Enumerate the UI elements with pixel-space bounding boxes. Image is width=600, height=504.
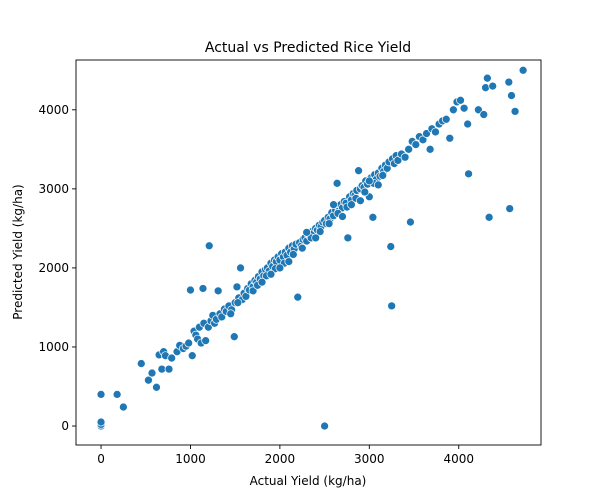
data-point xyxy=(507,91,516,100)
data-point xyxy=(505,204,515,213)
y-tick-label: 4000 xyxy=(38,103,69,117)
data-point xyxy=(257,277,267,287)
x-tick-label: 0 xyxy=(97,452,105,466)
data-point xyxy=(464,169,473,179)
y-tick-label: 1000 xyxy=(38,340,69,354)
data-point xyxy=(144,375,153,385)
data-point xyxy=(373,180,383,190)
data-point xyxy=(329,200,338,210)
data-point xyxy=(431,127,440,137)
data-point xyxy=(147,368,157,378)
data-point xyxy=(459,103,469,113)
data-point xyxy=(167,353,177,363)
data-point xyxy=(112,390,122,399)
data-point xyxy=(360,187,370,197)
y-axis: 0 1000 2000 3000 4000 xyxy=(38,103,76,433)
data-point xyxy=(441,114,451,124)
data-point xyxy=(484,212,494,222)
data-point xyxy=(338,212,347,221)
data-point xyxy=(311,233,320,243)
y-tick-label: 0 xyxy=(61,419,69,433)
data-point xyxy=(343,233,353,243)
data-point xyxy=(400,152,410,162)
data-point xyxy=(96,417,106,427)
data-points xyxy=(96,65,528,431)
data-point xyxy=(463,119,473,129)
data-point xyxy=(425,144,435,154)
data-point xyxy=(136,359,146,368)
data-point xyxy=(229,332,239,342)
y-tick-label: 2000 xyxy=(38,261,69,275)
data-point xyxy=(404,144,413,154)
data-point xyxy=(204,241,214,251)
y-axis-label: Predicted Yield (kg/ha) xyxy=(11,184,25,319)
data-point xyxy=(406,217,415,227)
y-tick-label: 3000 xyxy=(38,182,69,196)
x-tick-label: 1000 xyxy=(175,452,206,466)
data-point xyxy=(152,382,161,392)
data-point xyxy=(187,351,197,361)
x-tick-label: 4000 xyxy=(443,452,474,466)
data-point xyxy=(488,81,498,91)
chart-title: Actual vs Predicted Rice Yield xyxy=(205,40,411,56)
data-point xyxy=(293,292,303,302)
data-point xyxy=(354,166,363,176)
data-point xyxy=(449,105,458,115)
data-point xyxy=(198,284,208,293)
data-point xyxy=(266,269,276,279)
x-tick-label: 2000 xyxy=(265,452,296,466)
data-point xyxy=(324,219,334,228)
data-point xyxy=(356,196,365,206)
data-point xyxy=(483,73,492,83)
data-point xyxy=(284,257,294,266)
data-point xyxy=(510,107,520,116)
data-point xyxy=(232,282,242,292)
data-point xyxy=(445,133,455,143)
data-point xyxy=(518,65,528,75)
data-point xyxy=(368,212,378,222)
data-point xyxy=(386,242,396,251)
data-point xyxy=(226,309,236,319)
data-point xyxy=(186,285,195,295)
data-point xyxy=(236,263,245,273)
x-axis-label: Actual Yield (kg/ha) xyxy=(250,474,367,488)
data-point xyxy=(479,110,489,119)
data-point xyxy=(364,176,374,186)
data-point xyxy=(119,402,128,412)
x-axis: 0 1000 2000 3000 4000 xyxy=(97,445,474,466)
x-tick-label: 3000 xyxy=(354,452,385,466)
data-point xyxy=(315,227,325,236)
data-point xyxy=(481,83,490,93)
data-point xyxy=(347,200,356,210)
data-point xyxy=(456,95,465,105)
data-point xyxy=(184,338,194,348)
data-point xyxy=(297,243,307,253)
data-point xyxy=(164,364,174,374)
data-point xyxy=(288,250,298,259)
data-point xyxy=(378,171,388,180)
data-point xyxy=(233,298,243,308)
data-point xyxy=(213,286,223,296)
data-point xyxy=(96,390,106,399)
data-point xyxy=(320,421,329,431)
data-point xyxy=(387,301,397,311)
data-point xyxy=(275,263,285,273)
data-point xyxy=(201,336,211,345)
data-point xyxy=(332,178,342,188)
data-point xyxy=(302,227,312,237)
plot-area-frame xyxy=(75,59,542,446)
data-point xyxy=(504,77,514,87)
data-point xyxy=(411,140,421,149)
